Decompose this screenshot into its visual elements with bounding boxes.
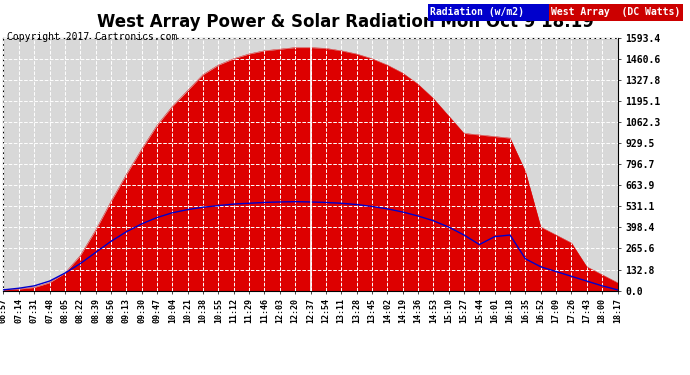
Text: Copyright 2017 Cartronics.com: Copyright 2017 Cartronics.com: [7, 32, 177, 42]
Text: Radiation (w/m2): Radiation (w/m2): [430, 7, 524, 17]
Text: West Array  (DC Watts): West Array (DC Watts): [551, 7, 680, 17]
Text: West Array Power & Solar Radiation Mon Oct 9 18:19: West Array Power & Solar Radiation Mon O…: [97, 13, 593, 31]
